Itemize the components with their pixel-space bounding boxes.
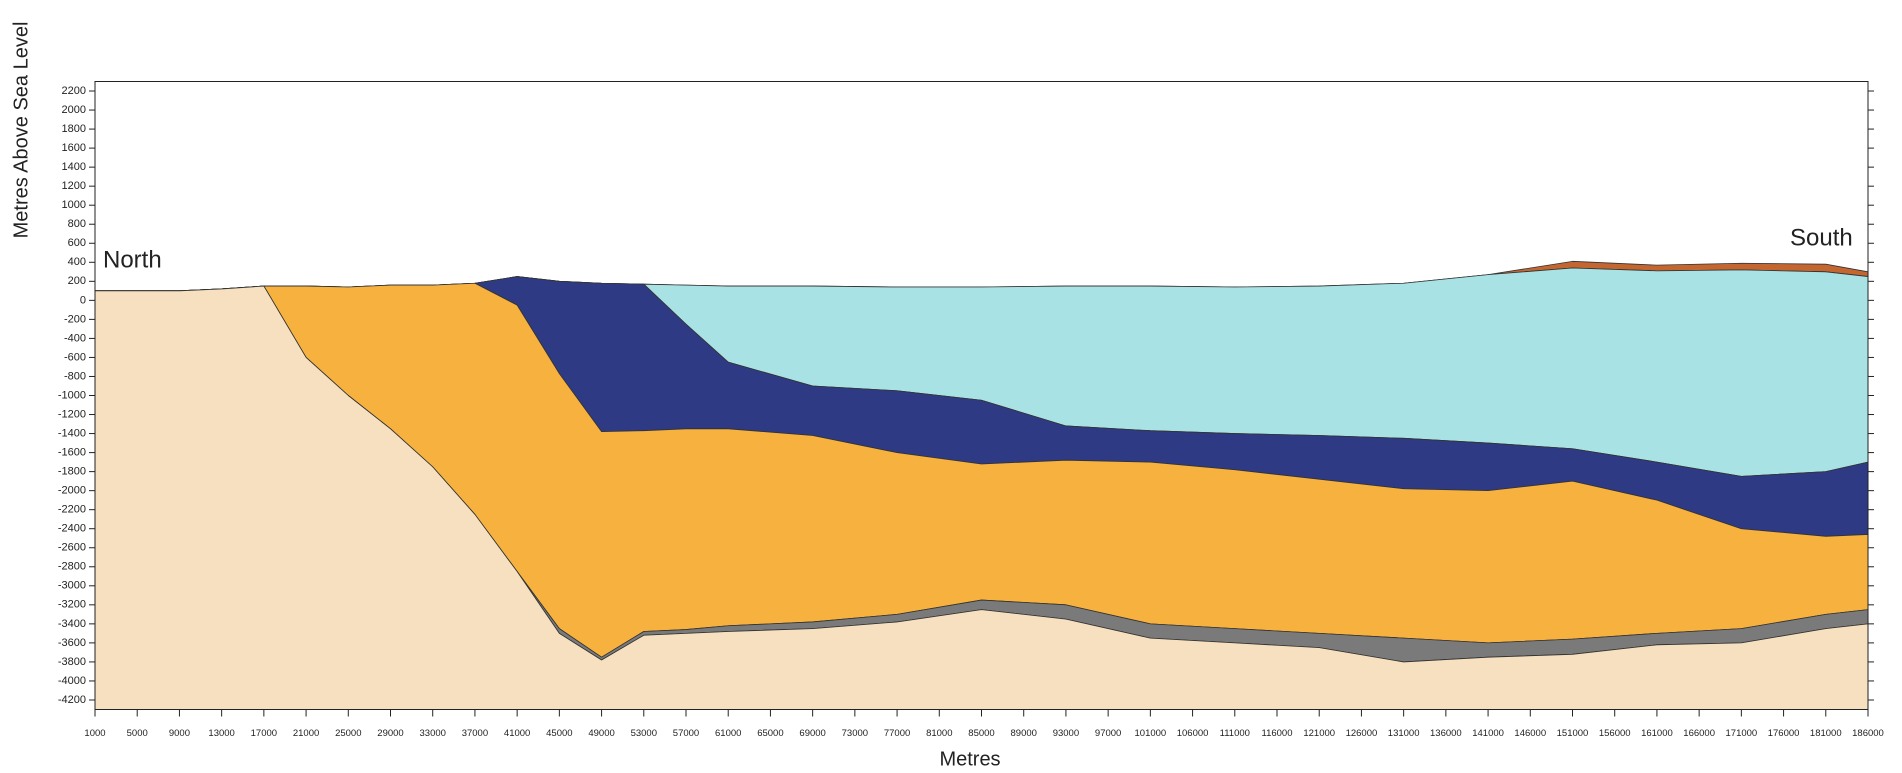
- x-tick-label: 151000: [1557, 728, 1589, 739]
- annotation: North: [103, 246, 162, 273]
- x-tick-label: 126000: [1346, 728, 1378, 739]
- x-tick-label: 73000: [842, 728, 868, 739]
- x-tick-label: 65000: [757, 728, 783, 739]
- y-tick-label: 1600: [62, 142, 86, 154]
- y-tick-label: 800: [68, 218, 86, 230]
- y-tick-label: -2600: [58, 542, 86, 554]
- y-axis-label: Metres Above Sea Level: [10, 22, 32, 239]
- y-tick-label: 1400: [62, 161, 86, 173]
- x-tick-label: 33000: [420, 728, 446, 739]
- y-tick-label: -4000: [58, 675, 86, 687]
- y-tick-label: 200: [68, 275, 86, 287]
- y-tick-label: -2800: [58, 561, 86, 573]
- x-tick-label: 45000: [546, 728, 572, 739]
- annotation: South: [1790, 224, 1853, 251]
- x-tick-label: 93000: [1053, 728, 1079, 739]
- y-tick-label: -1800: [58, 466, 86, 478]
- x-tick-label: 156000: [1599, 728, 1631, 739]
- x-axis-label: Metres: [939, 748, 1000, 770]
- x-tick-label: 121000: [1303, 728, 1335, 739]
- x-tick-label: 17000: [251, 728, 277, 739]
- y-tick-label: -800: [64, 370, 86, 382]
- y-tick-label: 2000: [62, 104, 86, 116]
- x-tick-label: 89000: [1011, 728, 1037, 739]
- y-tick-label: -200: [64, 313, 86, 325]
- y-tick-label: -4200: [58, 694, 86, 706]
- y-tick-label: -3400: [58, 618, 86, 630]
- x-tick-label: 29000: [377, 728, 403, 739]
- y-tick-label: -2400: [58, 523, 86, 535]
- y-tick-label: -2000: [58, 485, 86, 497]
- y-tick-label: -3000: [58, 580, 86, 592]
- x-tick-label: 171000: [1726, 728, 1758, 739]
- x-tick-label: 85000: [968, 728, 994, 739]
- y-tick-label: 0: [80, 294, 86, 306]
- x-tick-label: 136000: [1430, 728, 1462, 739]
- x-tick-label: 21000: [293, 728, 319, 739]
- x-tick-label: 69000: [799, 728, 825, 739]
- x-tick-label: 81000: [926, 728, 952, 739]
- x-tick-label: 37000: [462, 728, 488, 739]
- y-tick-label: -3200: [58, 599, 86, 611]
- y-tick-label: -1000: [58, 389, 86, 401]
- x-tick-label: 186000: [1852, 728, 1884, 739]
- x-tick-label: 5000: [127, 728, 148, 739]
- x-tick-label: 41000: [504, 728, 530, 739]
- x-tick-label: 61000: [715, 728, 741, 739]
- x-tick-label: 106000: [1177, 728, 1209, 739]
- x-tick-label: 141000: [1472, 728, 1504, 739]
- x-tick-label: 131000: [1388, 728, 1420, 739]
- y-tick-label: -1600: [58, 446, 86, 458]
- x-tick-label: 53000: [631, 728, 657, 739]
- y-tick-label: -2200: [58, 504, 86, 516]
- x-tick-label: 101000: [1135, 728, 1167, 739]
- y-tick-label: -3800: [58, 656, 86, 668]
- x-tick-label: 1000: [84, 728, 105, 739]
- x-tick-label: 146000: [1514, 728, 1546, 739]
- y-tick-label: -1400: [58, 427, 86, 439]
- x-tick-label: 181000: [1810, 728, 1842, 739]
- x-tick-label: 77000: [884, 728, 910, 739]
- x-tick-label: 161000: [1641, 728, 1673, 739]
- y-tick-label: 400: [68, 256, 86, 268]
- x-tick-label: 116000: [1262, 728, 1293, 739]
- y-tick-label: 1800: [62, 123, 86, 135]
- x-tick-label: 57000: [673, 728, 699, 739]
- y-tick-label: 2200: [62, 85, 86, 97]
- x-tick-label: 13000: [208, 728, 234, 739]
- y-tick-label: 1200: [62, 180, 86, 192]
- y-tick-label: 600: [68, 237, 86, 249]
- x-tick-label: 49000: [588, 728, 614, 739]
- y-tick-label: -600: [64, 351, 86, 363]
- x-tick-label: 166000: [1683, 728, 1715, 739]
- y-tick-label: 1000: [62, 199, 86, 211]
- chart: Metres Above Sea Level Metres North Sout…: [0, 0, 1902, 773]
- x-tick-label: 25000: [335, 728, 361, 739]
- x-tick-label: 176000: [1768, 728, 1800, 739]
- y-tick-label: -1200: [58, 408, 86, 420]
- y-tick-label: -3600: [58, 637, 86, 649]
- y-tick-label: -400: [64, 332, 86, 344]
- x-tick-label: 111000: [1220, 728, 1250, 739]
- x-tick-label: 97000: [1095, 728, 1121, 739]
- x-tick-label: 9000: [169, 728, 190, 739]
